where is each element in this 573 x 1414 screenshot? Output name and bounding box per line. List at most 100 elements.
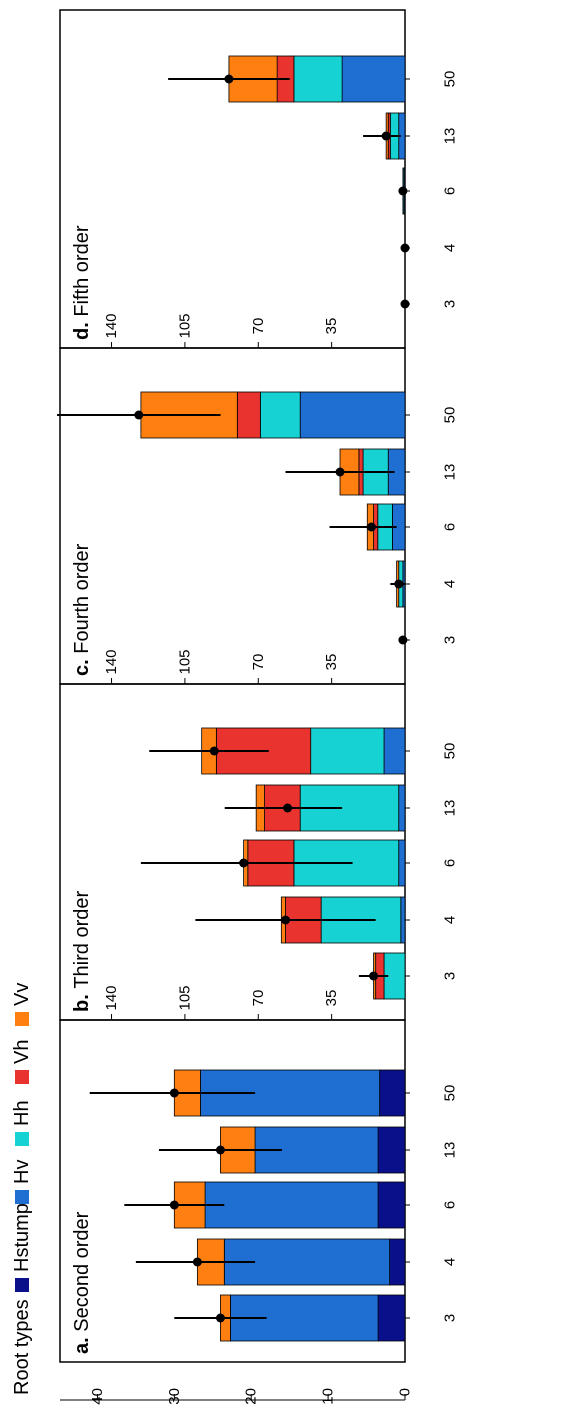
y-tick-label: 20 (243, 1388, 260, 1405)
mean-point (169, 1200, 179, 1210)
panel-2: 3 4 6 13 50 35 70 105 140 b. Third order (59, 683, 459, 1021)
x-tick-label: 3 (442, 636, 459, 644)
bar-segment-hv (299, 391, 406, 439)
mean-point (281, 915, 291, 925)
mean-point (394, 579, 404, 589)
x-tick-label: 50 (442, 71, 459, 88)
x-tick-label: 4 (442, 580, 459, 588)
panel-3: 3 4 6 13 50 35 70 105 140 c. Fourth order (57, 347, 459, 685)
y-tick-label: 70 (250, 318, 267, 335)
y-tick-label: 35 (323, 990, 340, 1007)
x-tick-label: 13 (442, 800, 459, 817)
legend-swatch-vh (15, 1070, 29, 1084)
mean-point (335, 467, 345, 477)
bar-segment-hstump (389, 1238, 406, 1286)
mean-point (215, 1145, 225, 1155)
legend-swatch-hstump (15, 1278, 29, 1292)
mean-point (398, 186, 408, 196)
y-tick-label: 105 (176, 313, 193, 338)
bar-segment-hv (398, 839, 406, 887)
bar-segment-hv (398, 784, 406, 832)
mean-point (239, 858, 249, 868)
mean-point (283, 803, 293, 813)
mean-point (398, 635, 408, 645)
legend-label-hh: Hh (11, 1100, 33, 1126)
bar-segment-hstump (377, 1181, 406, 1229)
x-tick-label: 6 (442, 1201, 459, 1209)
mean-point (369, 971, 379, 981)
y-tick-label: 105 (176, 649, 193, 674)
x-tick-label: 6 (442, 859, 459, 867)
legend-label-vv: Vv (11, 983, 33, 1006)
bar-segment-hv (400, 896, 406, 944)
bar-segment-hstump (377, 1126, 406, 1174)
y-tick-label: 30 (166, 1388, 183, 1405)
mean-point (192, 1257, 202, 1267)
bar-segment-hv (204, 1181, 379, 1229)
y-tick-label: 105 (176, 985, 193, 1010)
x-tick-label: 50 (442, 407, 459, 424)
y-tick-label: 140 (103, 985, 120, 1010)
panel-title: d. Fifth order (71, 225, 93, 340)
mean-point (209, 746, 219, 756)
bar-segment-vh (236, 391, 261, 439)
y-tick-label: 35 (323, 318, 340, 335)
x-tick-label: 3 (442, 972, 459, 980)
panel-title-prefix: a. (71, 1332, 93, 1354)
x-tick-label: 3 (442, 300, 459, 308)
panel-title-text: Fifth order (71, 225, 93, 316)
legend-title: Root types : (11, 1288, 33, 1395)
mean-point (169, 1088, 179, 1098)
legend-swatch-hh (15, 1132, 29, 1146)
panel-title-text: Second order (71, 1211, 93, 1331)
x-tick-label: 4 (442, 1258, 459, 1266)
legend-label-hstump: Hstump (11, 1203, 33, 1272)
mean-point (381, 131, 391, 141)
x-tick-label: 6 (442, 523, 459, 531)
x-tick-label: 13 (442, 128, 459, 145)
y-tick-label: 140 (103, 649, 120, 674)
panel-title-text: Third order (71, 891, 93, 989)
x-tick-label: 13 (442, 1142, 459, 1159)
panel-title: c. Fourth order (71, 543, 93, 676)
panel-title: a. Second order (71, 1211, 93, 1354)
panel-title-prefix: b. (71, 989, 93, 1012)
legend-swatch-hv (15, 1190, 29, 1204)
panel-4: 3 4 6 13 50 35 70 105 140 d. Fifth order (59, 9, 459, 349)
bar-segment-hh (259, 391, 301, 439)
y-tick-label: 0 (397, 1388, 414, 1396)
panel-title-prefix: d. (71, 317, 93, 340)
mean-point (215, 1313, 225, 1323)
y-tick-label: 10 (320, 1388, 337, 1405)
bar-segment-hh (310, 727, 385, 775)
bar-segment-hh (299, 784, 400, 832)
legend: Root types : Hstump Hv Hh Vh Vv (11, 983, 33, 1395)
legend-swatch-vv (15, 1012, 29, 1026)
legend-label-hv: Hv (11, 1160, 33, 1184)
panel-title: b. Third order (71, 891, 93, 1012)
y-tick-label: 70 (250, 990, 267, 1007)
x-tick-label: 50 (442, 743, 459, 760)
y-tick-label: 35 (323, 654, 340, 671)
panel-1: 3 4 6 13 50 0 10 20 30 40 a. Second order (59, 1019, 459, 1405)
bar-segment-hv (383, 727, 406, 775)
mean-point (224, 74, 234, 84)
bar-segment-hh (293, 55, 343, 103)
x-tick-label: 50 (442, 1085, 459, 1102)
bar-segment-hstump (377, 1294, 406, 1342)
bar-segment-hstump (379, 1069, 406, 1117)
y-tick-label: 70 (250, 654, 267, 671)
mean-point (134, 410, 144, 420)
x-tick-label: 3 (442, 1314, 459, 1322)
y-tick-label: 140 (103, 313, 120, 338)
panel-title-text: Fourth order (71, 543, 93, 653)
x-tick-label: 6 (442, 187, 459, 195)
x-tick-label: 4 (442, 244, 459, 252)
x-tick-label: 13 (442, 464, 459, 481)
panel-title-prefix: c. (71, 654, 93, 676)
legend-label-vh: Vh (11, 1040, 33, 1064)
x-tick-label: 4 (442, 916, 459, 924)
bar-segment-hv (341, 55, 406, 103)
